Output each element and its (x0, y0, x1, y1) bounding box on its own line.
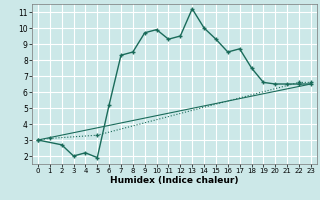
X-axis label: Humidex (Indice chaleur): Humidex (Indice chaleur) (110, 176, 239, 185)
